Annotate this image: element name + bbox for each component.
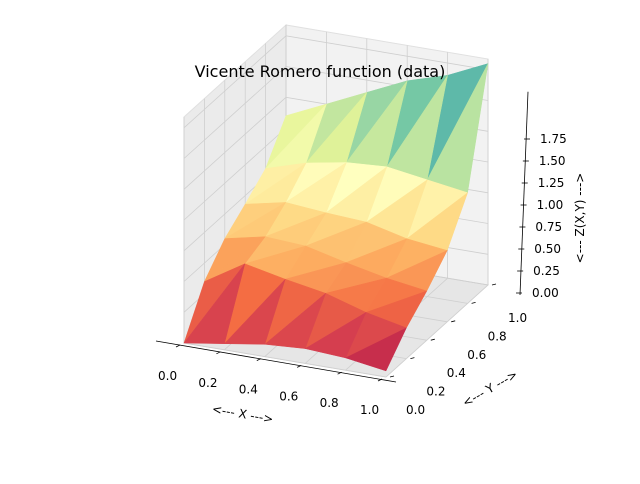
y-tick-label: 0.2 <box>426 385 445 399</box>
x-tick <box>337 371 342 375</box>
y-tick <box>491 283 497 286</box>
z-tick-label: 0.75 <box>535 220 562 234</box>
y-axis-label: <--- Y ---> <box>460 367 520 410</box>
x-tick-label: 1.0 <box>360 403 379 417</box>
z-tick-label: 1.50 <box>539 154 566 168</box>
x-tick-label: 0.0 <box>158 369 177 383</box>
y-tick-label: 0.0 <box>406 403 425 417</box>
y-tick <box>471 302 476 304</box>
z-tick-label: 1.25 <box>538 176 565 190</box>
surface-facet <box>183 263 246 344</box>
z-tick-label: 1.00 <box>537 198 564 212</box>
x-tick <box>216 351 221 355</box>
x-tick-label: 0.8 <box>320 396 339 410</box>
z-axis-label: <--- Z(X,Y) ---> <box>573 173 587 264</box>
surface-facet <box>264 292 327 349</box>
z-gridline <box>183 35 489 129</box>
x-axis-label: <--- X ---> <box>211 402 274 427</box>
x-tick <box>175 344 181 348</box>
z-axis-line <box>519 91 529 296</box>
surface-facet <box>304 311 367 359</box>
y-tick <box>430 338 435 341</box>
x-tick <box>377 378 383 382</box>
chart-title: Vicente Romero function (data) <box>194 62 446 81</box>
x-tick-label: 0.6 <box>279 389 298 403</box>
z-tick-label: 0.25 <box>533 264 560 278</box>
y-tick <box>451 320 456 323</box>
surface-facet <box>344 327 407 372</box>
x-tick-label: 0.2 <box>198 376 217 390</box>
z-tick-label: 0.00 <box>532 286 559 300</box>
y-tick-label: 1.0 <box>508 311 527 325</box>
x-tick <box>297 365 302 368</box>
x-tick-label: 0.4 <box>239 383 258 397</box>
y-tick <box>389 375 395 378</box>
y-tick <box>410 357 415 359</box>
z-tick-label: 1.75 <box>540 132 567 146</box>
y-tick-label: 0.8 <box>488 329 507 343</box>
x-axis-line <box>155 340 397 383</box>
z-tick-label: 0.50 <box>534 242 561 256</box>
y-tick-label: 0.4 <box>447 366 466 380</box>
surface-facet <box>223 279 286 345</box>
y-tick-label: 0.6 <box>467 348 486 362</box>
x-tick <box>256 358 261 361</box>
